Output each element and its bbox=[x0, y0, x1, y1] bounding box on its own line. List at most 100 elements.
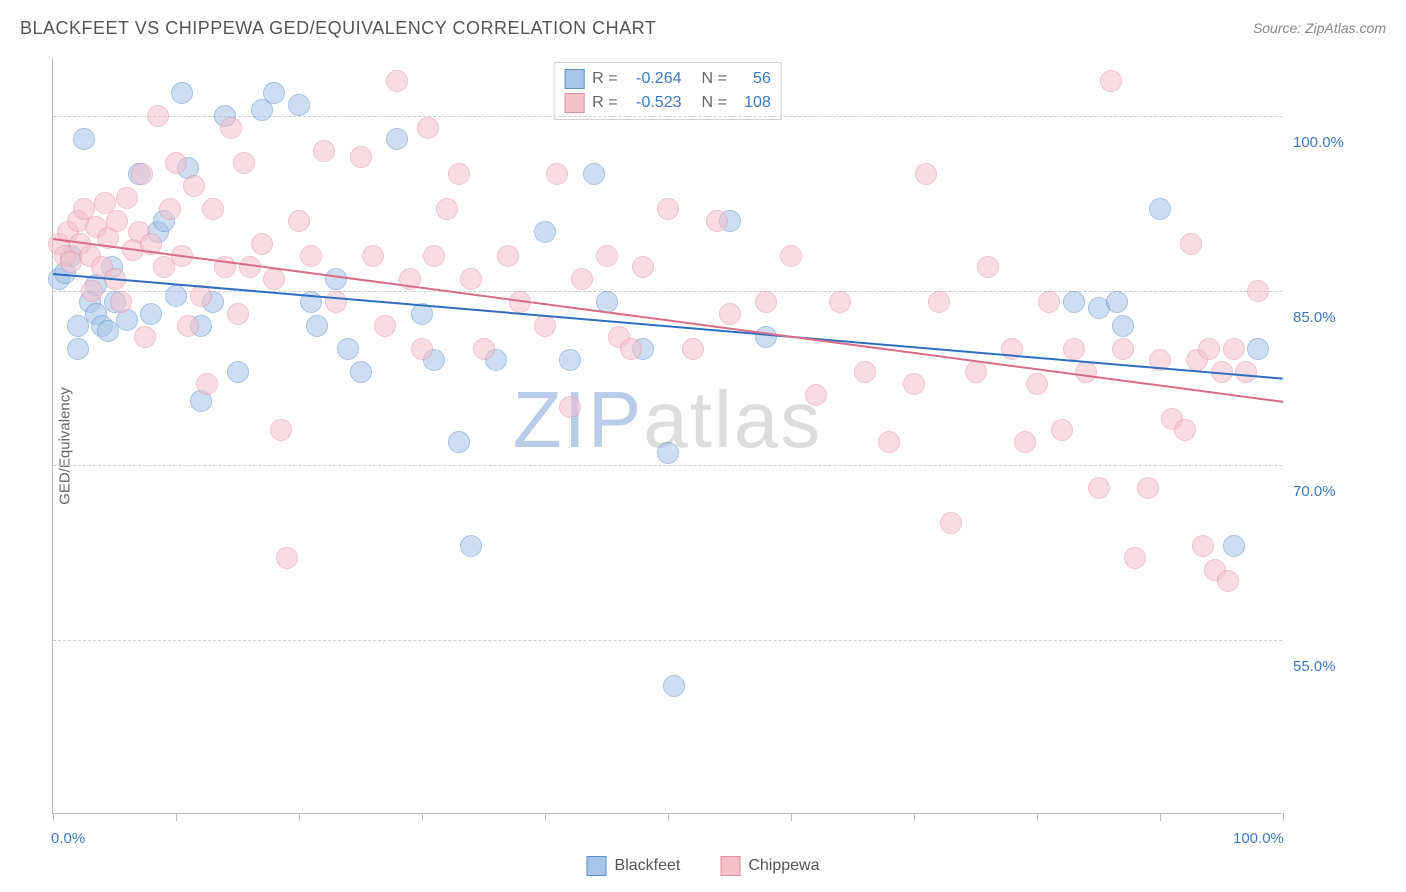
data-point bbox=[140, 303, 162, 325]
n-value: 56 bbox=[735, 67, 771, 91]
data-point bbox=[1051, 419, 1073, 441]
data-point bbox=[411, 338, 433, 360]
data-point bbox=[1112, 315, 1134, 337]
y-tick-label: 70.0% bbox=[1293, 483, 1336, 500]
data-point bbox=[1247, 280, 1269, 302]
legend-item: Chippewa bbox=[720, 856, 819, 876]
data-point bbox=[903, 373, 925, 395]
data-point bbox=[1124, 547, 1146, 569]
y-tick-label: 55.0% bbox=[1293, 658, 1336, 675]
data-point bbox=[1217, 570, 1239, 592]
data-point bbox=[131, 163, 153, 185]
data-point bbox=[306, 315, 328, 337]
data-point bbox=[325, 268, 347, 290]
data-point bbox=[719, 303, 741, 325]
data-point bbox=[263, 82, 285, 104]
x-tick bbox=[1283, 813, 1284, 821]
data-point bbox=[448, 163, 470, 185]
data-point bbox=[159, 198, 181, 220]
data-point bbox=[190, 285, 212, 307]
data-point bbox=[682, 338, 704, 360]
data-point bbox=[227, 303, 249, 325]
data-point bbox=[263, 268, 285, 290]
data-point bbox=[227, 361, 249, 383]
data-point bbox=[1112, 338, 1134, 360]
data-point bbox=[325, 291, 347, 313]
data-point bbox=[1223, 338, 1245, 360]
data-point bbox=[202, 198, 224, 220]
data-point bbox=[165, 152, 187, 174]
data-point bbox=[81, 280, 103, 302]
x-tick bbox=[53, 813, 54, 821]
x-tick bbox=[176, 813, 177, 821]
data-point bbox=[276, 547, 298, 569]
data-point bbox=[596, 245, 618, 267]
data-point bbox=[423, 245, 445, 267]
data-point bbox=[780, 245, 802, 267]
data-point bbox=[350, 361, 372, 383]
gridline bbox=[53, 640, 1282, 641]
series-legend: Blackfeet Chippewa bbox=[587, 856, 820, 876]
data-point bbox=[571, 268, 593, 290]
legend-row: R =-0.264N =56 bbox=[564, 67, 771, 91]
data-point bbox=[1149, 198, 1171, 220]
data-point bbox=[171, 82, 193, 104]
data-point bbox=[534, 315, 556, 337]
legend-swatch bbox=[564, 93, 584, 113]
x-tick-label: 100.0% bbox=[1233, 830, 1284, 847]
data-point bbox=[805, 384, 827, 406]
data-point bbox=[1075, 361, 1097, 383]
data-point bbox=[134, 326, 156, 348]
n-label: N = bbox=[702, 91, 727, 115]
x-tick bbox=[668, 813, 669, 821]
scatter-plot-area: ZIPatlas R =-0.264N =56R =-0.523N =108 1… bbox=[52, 58, 1282, 814]
r-label: R = bbox=[592, 67, 617, 91]
data-point bbox=[460, 268, 482, 290]
x-tick-label: 0.0% bbox=[51, 830, 85, 847]
data-point bbox=[1100, 70, 1122, 92]
data-point bbox=[386, 128, 408, 150]
data-point bbox=[1026, 373, 1048, 395]
data-point bbox=[116, 187, 138, 209]
data-point bbox=[854, 361, 876, 383]
data-point bbox=[239, 256, 261, 278]
data-point bbox=[583, 163, 605, 185]
n-label: N = bbox=[702, 67, 727, 91]
data-point bbox=[313, 140, 335, 162]
data-point bbox=[448, 431, 470, 453]
data-point bbox=[755, 326, 777, 348]
data-point bbox=[706, 210, 728, 232]
x-tick bbox=[1160, 813, 1161, 821]
x-tick bbox=[422, 813, 423, 821]
r-label: R = bbox=[592, 91, 617, 115]
data-point bbox=[362, 245, 384, 267]
data-point bbox=[829, 291, 851, 313]
data-point bbox=[106, 210, 128, 232]
chart-title: BLACKFEET VS CHIPPEWA GED/EQUIVALENCY CO… bbox=[20, 18, 656, 39]
data-point bbox=[497, 245, 519, 267]
data-point bbox=[1014, 431, 1036, 453]
data-point bbox=[1198, 338, 1220, 360]
data-point bbox=[928, 291, 950, 313]
data-point bbox=[1137, 477, 1159, 499]
data-point bbox=[559, 349, 581, 371]
data-point bbox=[288, 94, 310, 116]
data-point bbox=[300, 245, 322, 267]
data-point bbox=[1038, 291, 1060, 313]
x-tick bbox=[791, 813, 792, 821]
legend-label: Blackfeet bbox=[615, 857, 681, 875]
source-credit: Source: ZipAtlas.com bbox=[1253, 20, 1386, 36]
x-tick bbox=[545, 813, 546, 821]
x-tick bbox=[299, 813, 300, 821]
data-point bbox=[386, 70, 408, 92]
data-point bbox=[915, 163, 937, 185]
x-tick bbox=[914, 813, 915, 821]
gridline bbox=[53, 465, 1282, 466]
data-point bbox=[251, 233, 273, 255]
r-value: -0.523 bbox=[626, 91, 682, 115]
data-point bbox=[288, 210, 310, 232]
legend-swatch bbox=[720, 856, 740, 876]
gridline bbox=[53, 116, 1282, 117]
data-point bbox=[374, 315, 396, 337]
data-point bbox=[977, 256, 999, 278]
